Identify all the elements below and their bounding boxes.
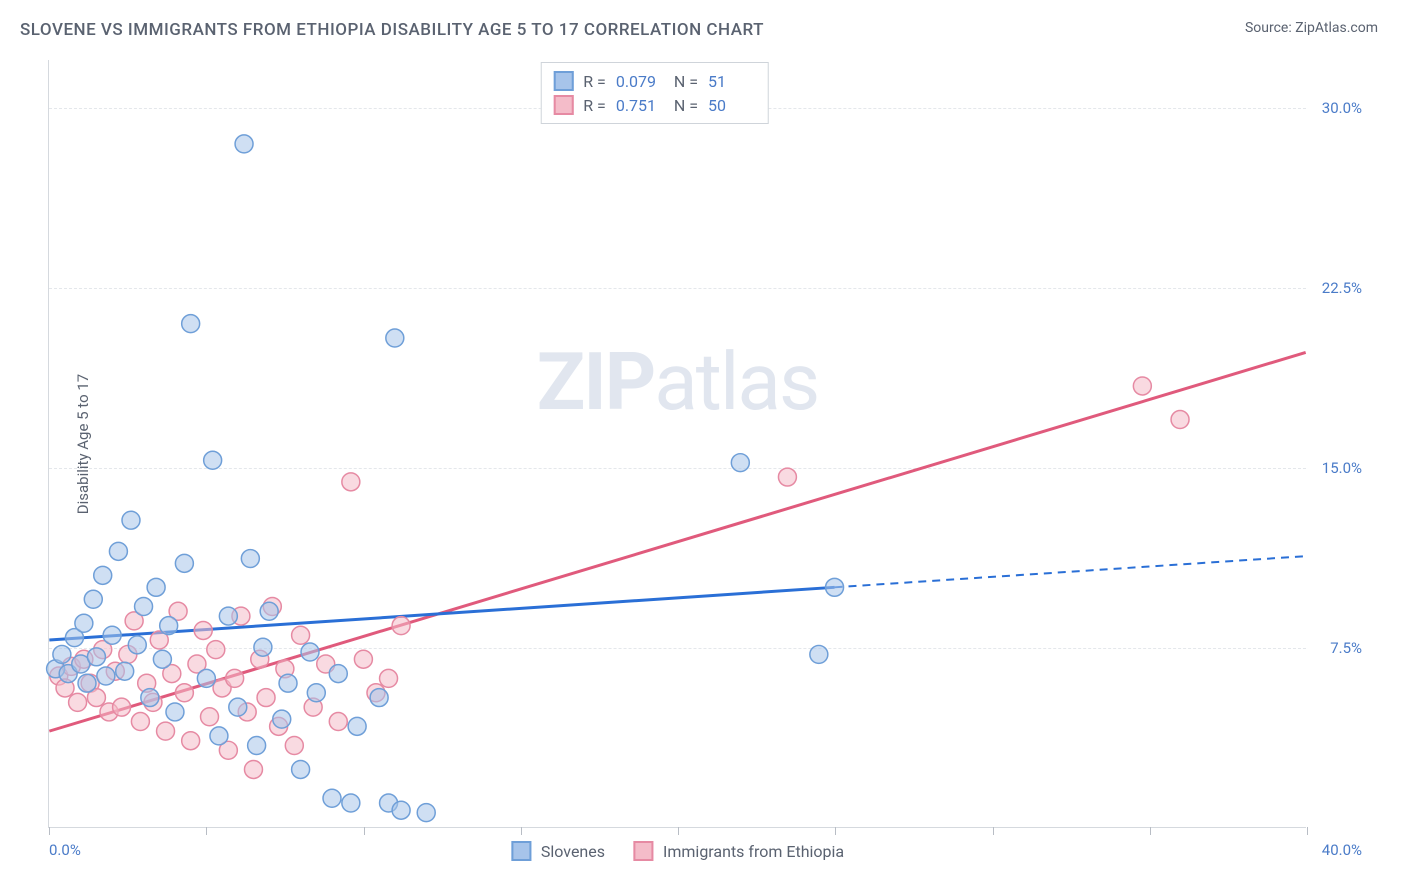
n-value-pink: 50 [708, 96, 756, 115]
legend-item-pink: Immigrants from Ethiopia [633, 841, 844, 861]
chart-area: Disability Age 5 to 17 7.5%15.0%22.5%30.… [48, 60, 1364, 828]
r-value-blue: 0.079 [616, 72, 664, 91]
swatch-blue [553, 71, 573, 91]
stats-legend: R = 0.079 N = 51 R = 0.751 N = 50 [540, 62, 769, 124]
stats-row-blue: R = 0.079 N = 51 [553, 69, 756, 93]
legend-label-blue: Slovenes [541, 842, 605, 861]
chart-title: SLOVENE VS IMMIGRANTS FROM ETHIOPIA DISA… [20, 20, 764, 40]
legend-item-blue: Slovenes [511, 841, 605, 861]
r-label: R = [583, 96, 606, 115]
swatch-pink [553, 95, 573, 115]
chart-header: SLOVENE VS IMMIGRANTS FROM ETHIOPIA DISA… [0, 0, 1406, 40]
legend-swatch-blue [511, 841, 531, 861]
source-label: Source: ZipAtlas.com [1245, 20, 1378, 36]
n-label: N = [674, 72, 698, 91]
scatter-points [49, 60, 1306, 827]
legend-label-pink: Immigrants from Ethiopia [663, 842, 844, 861]
x-axis-max: 40.0% [1322, 841, 1362, 859]
legend-swatch-pink [633, 841, 653, 861]
n-label: N = [674, 96, 698, 115]
r-value-pink: 0.751 [616, 96, 664, 115]
stats-row-pink: R = 0.751 N = 50 [553, 93, 756, 117]
series-legend: Slovenes Immigrants from Ethiopia [511, 841, 844, 861]
n-value-blue: 51 [708, 72, 756, 91]
r-label: R = [583, 72, 606, 91]
plot-region: Disability Age 5 to 17 7.5%15.0%22.5%30.… [48, 60, 1306, 828]
x-axis-min: 0.0% [49, 841, 81, 859]
